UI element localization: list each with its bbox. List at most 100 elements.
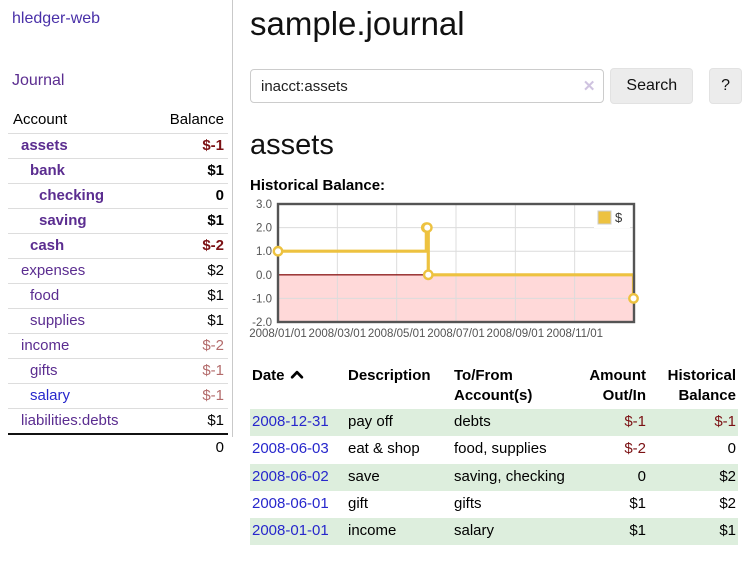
search-input-wrap: ✕: [250, 69, 605, 104]
account-link[interactable]: liabilities:debts: [21, 412, 119, 429]
register-accounts-cell: salary: [454, 522, 495, 539]
account-link[interactable]: supplies: [30, 312, 86, 329]
sort-ascending-icon: [290, 370, 303, 379]
nav-journal-link[interactable]: Journal: [12, 72, 65, 89]
account-row: saving $1: [8, 208, 228, 234]
account-link[interactable]: checking: [39, 187, 105, 204]
register-description-cell: gift: [348, 494, 369, 512]
brand-link[interactable]: hledger-web: [12, 10, 101, 27]
register-header-balance: Historical Balance: [667, 367, 736, 404]
register-balance-cell: $1: [719, 522, 736, 539]
register-description-cell: pay off: [348, 413, 393, 430]
account-cell: food: [8, 284, 148, 309]
accounts-header-account: Account: [13, 111, 68, 128]
account-balance: $1: [207, 312, 224, 329]
account-link[interactable]: gifts: [30, 362, 58, 379]
account-link[interactable]: salary: [30, 387, 71, 404]
svg-text:-1.0: -1.0: [252, 293, 272, 305]
accounts-header-balance: Balance: [169, 111, 224, 128]
account-cell: cash: [8, 234, 148, 259]
account-balance: $-1: [202, 362, 224, 379]
accounts-total-value: 0: [147, 433, 228, 460]
accounts-total-spacer: [8, 433, 148, 460]
register-row: 2008-01-01 income salary $1 $1: [250, 518, 738, 546]
register-balance-cell: $2: [719, 467, 736, 485]
register-amount-cell: 0: [637, 467, 646, 485]
account-row: cash $-2: [8, 233, 228, 259]
register-description-cell: save: [348, 467, 380, 485]
account-balance: $-2: [202, 237, 224, 254]
transaction-date-link[interactable]: 2008-06-02: [252, 467, 329, 485]
account-row: food $1: [8, 283, 228, 309]
account-link[interactable]: cash: [30, 237, 65, 254]
register-header-accounts: To/From Account(s): [454, 367, 533, 404]
svg-text:2008/11/01: 2008/11/01: [546, 328, 603, 340]
register-balance-cell: $2: [719, 494, 736, 512]
transaction-date-link[interactable]: 2008-01-01: [252, 522, 329, 539]
search-input[interactable]: [250, 69, 605, 103]
account-link[interactable]: assets: [21, 137, 68, 154]
register-accounts-cell: food, supplies: [454, 440, 547, 458]
register-row: 2008-06-02 save saving, checking 0 $2: [250, 463, 738, 491]
account-balance: $-1: [202, 137, 224, 154]
svg-text:2008/01/01: 2008/01/01: [249, 328, 307, 340]
register-header-amount: Amount Out/In: [589, 367, 646, 404]
account-balance: $1: [207, 212, 224, 229]
svg-text:2008/03/01: 2008/03/01: [309, 328, 367, 340]
transaction-date-link[interactable]: 2008-06-03: [252, 440, 329, 458]
account-cell: liabilities:debts: [8, 409, 148, 435]
account-cell: assets: [8, 134, 148, 159]
register-date-cell: 2008-12-31: [250, 409, 346, 436]
page-title: sample.journal: [250, 5, 465, 42]
account-cell: supplies: [8, 309, 148, 334]
account-balance: $-2: [202, 337, 224, 354]
account-row: expenses $2: [8, 258, 228, 284]
register-accounts-cell: gifts: [454, 494, 482, 512]
register-header-date[interactable]: Date: [250, 364, 346, 409]
register-amount-cell: $-1: [624, 413, 646, 430]
account-row: bank $1: [8, 158, 228, 184]
account-row: income $-2: [8, 333, 228, 359]
search-form: ✕ Search ?: [250, 68, 742, 104]
register-date-cell: 2008-06-02: [250, 464, 346, 491]
register-description-cell: eat & shop: [348, 440, 420, 458]
account-link[interactable]: expenses: [21, 262, 86, 279]
register-row: 2008-06-03 eat & shop food, supplies $-2…: [250, 436, 738, 463]
account-link[interactable]: saving: [39, 212, 87, 229]
account-balance: $2: [207, 262, 224, 279]
svg-text:0.0: 0.0: [256, 270, 272, 282]
register-header-description: Description: [348, 367, 431, 384]
svg-text:2008/09/01: 2008/09/01: [487, 328, 545, 340]
help-button[interactable]: ?: [709, 68, 742, 104]
account-link[interactable]: income: [21, 337, 70, 354]
search-button[interactable]: Search: [610, 68, 694, 104]
chart-heading: Historical Balance:: [250, 177, 386, 194]
register-row: 2008-12-31 pay off debts $-1 $-1: [250, 409, 738, 437]
account-row: supplies $1: [8, 308, 228, 334]
clear-search-icon[interactable]: ✕: [582, 78, 596, 95]
register-accounts-cell: debts: [454, 413, 491, 430]
register-accounts-cell: saving, checking: [454, 467, 565, 485]
svg-text:2.0: 2.0: [256, 223, 272, 235]
accounts-total-row: 0: [8, 433, 228, 460]
account-title: assets: [250, 129, 334, 161]
account-row: gifts $-1: [8, 358, 228, 384]
account-link[interactable]: bank: [30, 162, 66, 179]
register-table: Date Description To/From Account(s) Amou…: [250, 364, 738, 546]
svg-text:-2.0: -2.0: [252, 317, 272, 329]
register-header-row: Date Description To/From Account(s) Amou…: [250, 364, 738, 409]
account-row: liabilities:debts $1: [8, 408, 228, 435]
account-cell: bank: [8, 159, 148, 184]
transaction-date-link[interactable]: 2008-12-31: [252, 413, 329, 430]
svg-text:2008/05/01: 2008/05/01: [368, 328, 426, 340]
register-description-cell: income: [348, 522, 397, 539]
register-date-cell: 2008-06-03: [250, 436, 346, 463]
register-amount-cell: $1: [629, 522, 646, 539]
account-cell: gifts: [8, 359, 148, 384]
register-row: 2008-06-01 gift gifts $1 $2: [250, 491, 738, 518]
svg-text:2008/07/01: 2008/07/01: [427, 328, 485, 340]
svg-text:1.0: 1.0: [256, 246, 272, 258]
transaction-date-link[interactable]: 2008-06-01: [252, 494, 329, 512]
account-link[interactable]: food: [30, 287, 60, 304]
